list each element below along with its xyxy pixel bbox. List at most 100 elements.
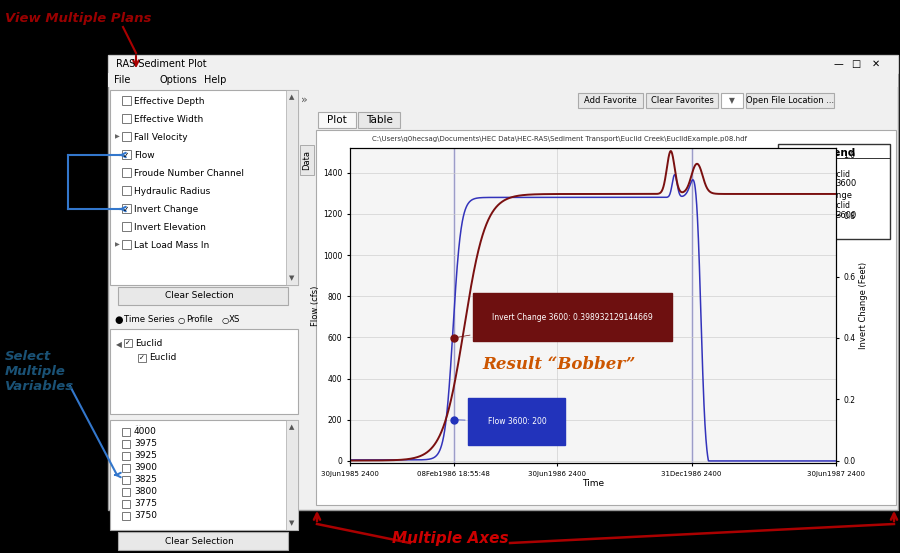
Text: ▶: ▶ — [115, 134, 120, 139]
FancyArrowPatch shape — [314, 514, 320, 521]
Text: Flow: Flow — [134, 150, 155, 159]
Text: Clear Favorites: Clear Favorites — [651, 96, 714, 105]
FancyBboxPatch shape — [122, 464, 130, 472]
Text: Effective Width: Effective Width — [134, 114, 203, 123]
Text: Table: Table — [365, 115, 392, 125]
Text: Euclid: Euclid — [149, 353, 176, 363]
FancyBboxPatch shape — [122, 168, 131, 177]
FancyBboxPatch shape — [122, 240, 131, 249]
Text: View Multiple Plans: View Multiple Plans — [5, 12, 151, 25]
Text: ◀ Euclid - Euclid: ◀ Euclid - Euclid — [788, 170, 850, 179]
Text: ✓: ✓ — [125, 340, 130, 346]
Text: Time Series: Time Series — [124, 316, 175, 325]
Text: Data: Data — [302, 150, 311, 170]
FancyBboxPatch shape — [122, 452, 130, 460]
Text: Lat Load Mass In: Lat Load Mass In — [134, 241, 209, 249]
FancyBboxPatch shape — [118, 287, 288, 305]
Text: Clear Selection: Clear Selection — [165, 291, 233, 300]
Text: ◀ Flow: ◀ Flow — [783, 160, 812, 170]
Text: Effective Depth: Effective Depth — [134, 97, 204, 106]
FancyBboxPatch shape — [122, 186, 131, 195]
FancyBboxPatch shape — [122, 488, 130, 496]
FancyBboxPatch shape — [286, 90, 298, 285]
FancyBboxPatch shape — [578, 93, 643, 108]
Text: Fall Velocity: Fall Velocity — [134, 133, 187, 142]
Text: ▶: ▶ — [115, 243, 120, 248]
Text: 4000: 4000 — [134, 427, 157, 436]
FancyBboxPatch shape — [358, 112, 400, 128]
FancyArrowPatch shape — [891, 514, 897, 521]
Text: Euclid: Euclid — [135, 338, 162, 347]
FancyBboxPatch shape — [124, 339, 132, 347]
Text: ●: ● — [114, 315, 122, 325]
Text: Help: Help — [204, 75, 227, 85]
Text: ▲: ▲ — [289, 424, 294, 430]
FancyBboxPatch shape — [122, 500, 130, 508]
Text: »: » — [301, 95, 308, 105]
FancyBboxPatch shape — [316, 130, 896, 505]
Text: 3825: 3825 — [134, 476, 157, 484]
FancyBboxPatch shape — [122, 114, 131, 123]
Text: 3900: 3900 — [134, 463, 157, 472]
Text: Options: Options — [159, 75, 197, 85]
Text: Invert Change 3600: 0.398932129144669: Invert Change 3600: 0.398932129144669 — [456, 312, 653, 337]
Text: Clear Selection: Clear Selection — [165, 536, 233, 545]
Text: ▲: ▲ — [289, 94, 294, 100]
FancyBboxPatch shape — [122, 428, 130, 436]
Text: Result “Bobber”: Result “Bobber” — [482, 356, 635, 373]
FancyBboxPatch shape — [108, 55, 898, 510]
Text: 3750: 3750 — [134, 512, 157, 520]
Text: ▼: ▼ — [729, 96, 735, 105]
FancyBboxPatch shape — [300, 145, 314, 175]
Text: Froude Number Channel: Froude Number Channel — [134, 169, 244, 178]
Text: Legend: Legend — [813, 148, 856, 158]
FancyBboxPatch shape — [122, 222, 131, 231]
Text: ◀ Euclid - Euclid: ◀ Euclid - Euclid — [788, 201, 850, 210]
Text: Select
Multiple
Variables: Select Multiple Variables — [5, 350, 74, 393]
Text: 3800: 3800 — [134, 488, 157, 497]
FancyBboxPatch shape — [110, 420, 298, 530]
FancyBboxPatch shape — [138, 354, 146, 362]
FancyBboxPatch shape — [122, 476, 130, 484]
Text: ○: ○ — [178, 316, 185, 325]
Text: ...: ... — [134, 420, 141, 429]
Text: □: □ — [851, 59, 860, 69]
Text: ▼: ▼ — [289, 275, 294, 281]
Text: Invert Change: Invert Change — [134, 205, 198, 213]
Text: ✓: ✓ — [140, 355, 145, 361]
FancyBboxPatch shape — [318, 112, 356, 128]
Y-axis label: Invert Change (Feet): Invert Change (Feet) — [859, 262, 868, 349]
X-axis label: Time: Time — [582, 479, 604, 488]
Text: Invert Elevation: Invert Elevation — [134, 222, 206, 232]
FancyBboxPatch shape — [778, 144, 890, 239]
FancyArrowPatch shape — [119, 153, 126, 157]
FancyBboxPatch shape — [122, 440, 130, 448]
Text: ✕: ✕ — [872, 59, 880, 69]
Y-axis label: Flow (cfs): Flow (cfs) — [311, 285, 320, 326]
FancyBboxPatch shape — [122, 150, 131, 159]
Text: Profile: Profile — [186, 316, 212, 325]
Text: C:\Users\q0hecsag\Documents\HEC Data\HEC-RAS\Sediment Transport\Euclid Creek\Euc: C:\Users\q0hecsag\Documents\HEC Data\HEC… — [372, 136, 747, 142]
Text: 3975: 3975 — [134, 440, 157, 448]
Text: ○: ○ — [221, 316, 229, 325]
FancyArrowPatch shape — [115, 473, 121, 477]
FancyBboxPatch shape — [122, 96, 131, 105]
FancyBboxPatch shape — [118, 532, 288, 550]
Text: ◀: ◀ — [116, 341, 122, 349]
FancyArrowPatch shape — [119, 207, 126, 211]
FancyBboxPatch shape — [122, 132, 131, 141]
Text: RAS Sediment Plot: RAS Sediment Plot — [116, 59, 207, 69]
Text: Open File Location ...: Open File Location ... — [746, 96, 834, 105]
Text: Add Favorite: Add Favorite — [583, 96, 636, 105]
Text: Multiple Axes: Multiple Axes — [392, 531, 508, 546]
Text: File: File — [114, 75, 130, 85]
Text: 3600: 3600 — [835, 211, 856, 220]
Text: ▼: ▼ — [289, 520, 294, 526]
FancyBboxPatch shape — [721, 93, 743, 108]
Text: ◀ Invert Change: ◀ Invert Change — [783, 191, 852, 201]
Text: ✓: ✓ — [123, 205, 130, 213]
Text: ✓: ✓ — [123, 150, 130, 159]
FancyBboxPatch shape — [746, 93, 834, 108]
Text: 3600: 3600 — [835, 180, 856, 189]
FancyBboxPatch shape — [646, 93, 718, 108]
